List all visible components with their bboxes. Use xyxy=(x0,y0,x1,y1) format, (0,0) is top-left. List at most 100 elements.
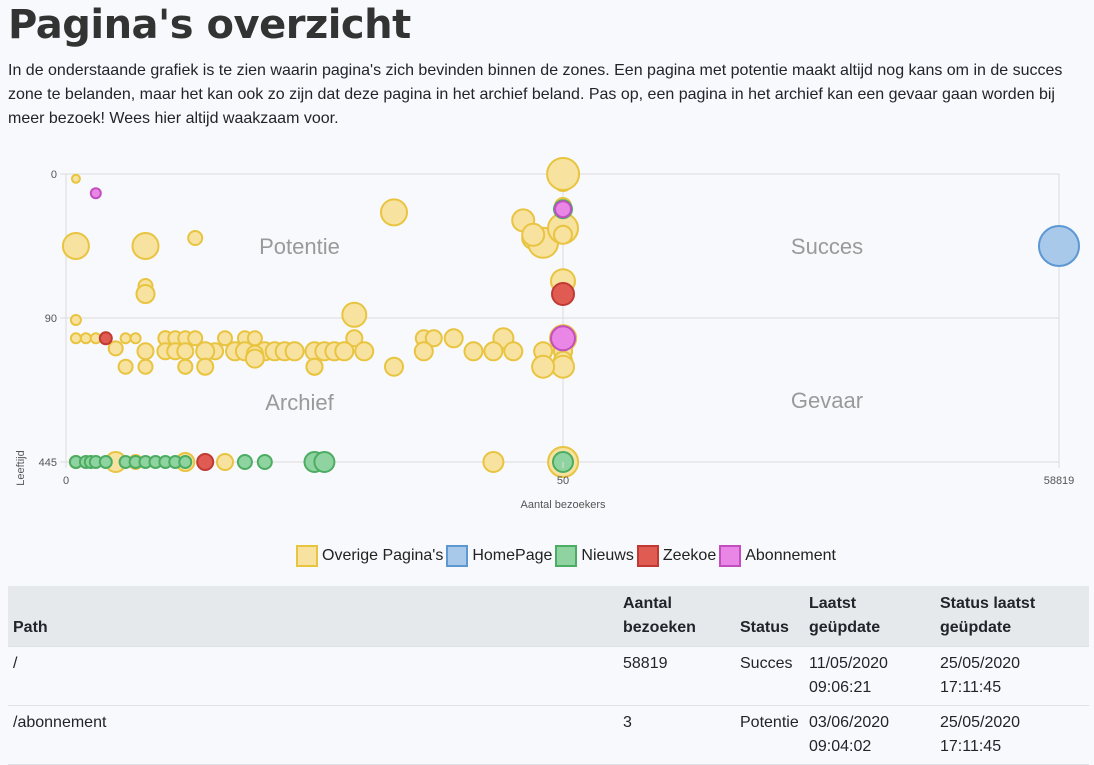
header-status-laatst-geupdate: Status laatst geüpdate xyxy=(935,586,1089,647)
legend-swatch xyxy=(296,545,318,567)
cell-status-laatst: 25/05/2020 17:11:45 xyxy=(935,646,1089,706)
bubble-overige-pagina-s[interactable] xyxy=(531,354,556,379)
bubble-overige-pagina-s[interactable] xyxy=(137,358,154,375)
bubble-zeekoe[interactable] xyxy=(196,453,215,471)
cell-laatst: 03/06/2020 09:04:02 xyxy=(804,705,935,765)
bubble-overige-pagina-s[interactable] xyxy=(70,173,81,184)
bubble-overige-pagina-s[interactable] xyxy=(216,453,234,471)
y-tick-label: 445 xyxy=(39,457,57,469)
table-row[interactable]: / 58819 Succes 11/05/2020 09:06:21 25/05… xyxy=(8,646,1089,706)
legend-label: Zeekoe xyxy=(662,547,717,564)
bubble-abonnement[interactable] xyxy=(550,325,576,352)
legend-swatch xyxy=(719,545,742,567)
bubble-overige-pagina-s[interactable] xyxy=(187,230,204,246)
x-tick-label: 58819 xyxy=(1044,475,1075,487)
bubble-overige-pagina-s[interactable] xyxy=(187,330,204,347)
bubble-overige-pagina-s[interactable] xyxy=(551,354,575,379)
bubble-overige-pagina-s[interactable] xyxy=(546,157,581,191)
bubble-overige-pagina-s[interactable] xyxy=(107,340,124,357)
bubble-nieuws[interactable] xyxy=(313,451,336,473)
bubble-nieuws[interactable] xyxy=(256,454,273,470)
bubble-overige-pagina-s[interactable] xyxy=(61,232,90,260)
page-title: Pagina's overzicht xyxy=(8,2,411,48)
cell-aantal: 58819 xyxy=(618,646,735,706)
chart-bubbles xyxy=(61,157,1080,478)
bubble-overige-pagina-s[interactable] xyxy=(305,357,324,376)
bubble-overige-pagina-s[interactable] xyxy=(195,341,216,362)
bubble-chart: Potentie Succes Archief Gevaar 0 50 58819 0 90 4… xyxy=(15,157,1080,511)
header-path: Path xyxy=(8,586,618,647)
bubble-overige-pagina-s[interactable] xyxy=(136,342,155,361)
bubble-overige-pagina-s[interactable] xyxy=(117,358,134,375)
bubble-zeekoe[interactable] xyxy=(98,331,113,346)
legend-label: Overige Pagina's xyxy=(322,547,444,564)
header-status: Status xyxy=(735,586,804,647)
y-tick-label: 90 xyxy=(45,313,57,325)
bubble-overige-pagina-s[interactable] xyxy=(135,284,156,304)
bubble-overige-pagina-s[interactable] xyxy=(129,332,142,345)
chart-legend: Overige Pagina's HomePage Nieuws Zeekoe Abon… xyxy=(296,545,839,567)
bubble-zeekoe[interactable] xyxy=(551,282,575,306)
bubble-abonnement[interactable] xyxy=(89,187,102,200)
legend-swatch xyxy=(446,545,469,567)
legend-item-overige-pagina-s[interactable]: Overige Pagina's xyxy=(296,545,443,567)
y-tick-label: 0 xyxy=(51,169,57,181)
cell-laatst: 11/05/2020 09:06:21 xyxy=(804,646,935,706)
bubble-overige-pagina-s[interactable] xyxy=(483,341,504,362)
cell-status: Succes xyxy=(735,646,804,706)
legend-item-homepage[interactable]: HomePage xyxy=(446,545,552,567)
bubble-overige-pagina-s[interactable] xyxy=(341,301,368,328)
legend-item-nieuws[interactable]: Nieuws xyxy=(555,545,634,567)
pages-table: Path Aantal bezoeken Status Laatst geüpd… xyxy=(8,586,1089,765)
bubble-overige-pagina-s[interactable] xyxy=(131,232,160,260)
table-header-row: Path Aantal bezoeken Status Laatst geüpd… xyxy=(8,586,1089,647)
bubble-overige-pagina-s[interactable] xyxy=(69,314,82,326)
bubble-overige-pagina-s[interactable] xyxy=(443,328,464,349)
x-tick-label: 0 xyxy=(63,475,69,487)
zone-labels: Potentie Succes Archief Gevaar xyxy=(259,234,863,415)
bubble-overige-pagina-s[interactable] xyxy=(354,341,375,362)
bubble-nieuws[interactable] xyxy=(178,455,193,469)
bubble-overige-pagina-s[interactable] xyxy=(69,332,82,345)
legend-item-zeekoe[interactable]: Zeekoe xyxy=(636,545,717,567)
bubble-overige-pagina-s[interactable] xyxy=(384,356,404,377)
bubble-overige-pagina-s[interactable] xyxy=(503,341,524,362)
zone-label-archief: Archief xyxy=(265,390,334,415)
bubble-overige-pagina-s[interactable] xyxy=(119,332,132,345)
bubble-homepage[interactable] xyxy=(1038,225,1080,267)
y-axis-label: Leeftijd xyxy=(15,450,27,485)
cell-path: / xyxy=(8,646,618,706)
cell-status: Potentie xyxy=(735,705,804,765)
bubble-nieuws[interactable] xyxy=(236,454,253,470)
table-row[interactable]: /abonnement 3 Potentie 03/06/2020 09:04:… xyxy=(8,705,1089,765)
bubble-overige-pagina-s[interactable] xyxy=(413,341,434,362)
bubble-overige-pagina-s[interactable] xyxy=(424,329,443,348)
bubble-overige-pagina-s[interactable] xyxy=(463,341,484,362)
zone-label-potentie: Potentie xyxy=(259,234,340,259)
bubble-nieuws[interactable] xyxy=(98,455,113,469)
bubble-overige-pagina-s[interactable] xyxy=(334,341,355,362)
bubble-overige-pagina-s[interactable] xyxy=(176,342,195,361)
zone-label-gevaar: Gevaar xyxy=(791,388,863,413)
bubble-abonnement[interactable] xyxy=(554,200,572,219)
legend-label: Abonnement xyxy=(745,547,836,564)
bubble-overige-pagina-s[interactable] xyxy=(217,330,233,347)
cell-path: /abonnement xyxy=(8,705,618,765)
bubble-overige-pagina-s[interactable] xyxy=(177,358,194,375)
cell-status-laatst: 25/05/2020 17:11:45 xyxy=(935,705,1089,765)
bubble-overige-pagina-s[interactable] xyxy=(79,332,92,345)
legend-swatch xyxy=(636,545,659,567)
legend-item-abonnement[interactable]: Abonnement xyxy=(719,545,836,567)
header-laatst-geupdate: Laatst geüpdate xyxy=(804,586,935,647)
bubble-overige-pagina-s[interactable] xyxy=(345,329,364,348)
bubble-overige-pagina-s[interactable] xyxy=(380,198,408,227)
header-aantal-bezoeken: Aantal bezoeken xyxy=(618,586,735,647)
bubble-overige-pagina-s[interactable] xyxy=(521,222,546,247)
bubble-overige-pagina-s[interactable] xyxy=(284,341,305,362)
bubble-overige-pagina-s[interactable] xyxy=(244,348,265,369)
legend-label: Nieuws xyxy=(581,547,634,564)
bubble-overige-pagina-s[interactable] xyxy=(196,357,215,376)
bubble-overige-pagina-s[interactable] xyxy=(553,224,573,245)
bubble-overige-pagina-s[interactable] xyxy=(482,451,505,473)
cell-aantal: 3 xyxy=(618,705,735,765)
